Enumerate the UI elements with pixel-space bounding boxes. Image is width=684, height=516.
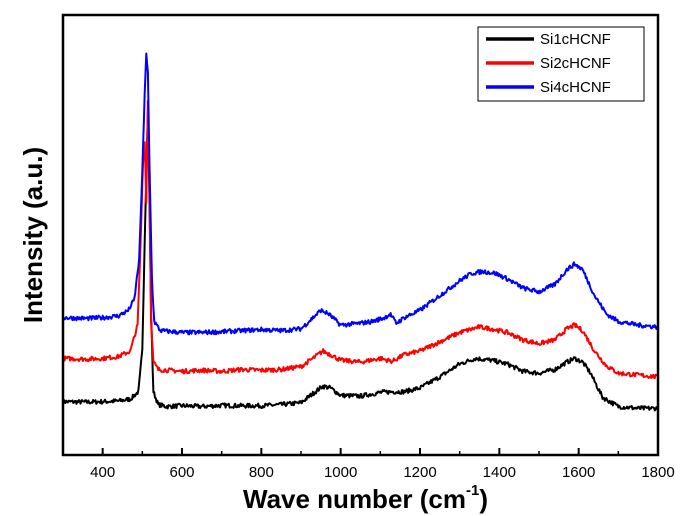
x-tick-label: 1600 xyxy=(562,464,595,481)
legend-label: Si4cHCNF xyxy=(540,79,611,96)
x-tick-label: 600 xyxy=(169,464,194,481)
legend: Si1cHCNF Si2cHCNF Si4cHCNF xyxy=(477,26,645,102)
x-tick-label: 400 xyxy=(90,464,115,481)
plot-area xyxy=(62,52,659,412)
x-tick-label: 1200 xyxy=(403,464,436,481)
x-axis-ticks: 400 600 800 1000 1200 1400 1600 1800 xyxy=(62,448,675,481)
x-axis-label-superscript: -1 xyxy=(466,482,479,499)
series-line-Si2cHCNF xyxy=(62,99,659,380)
legend-label: Si2cHCNF xyxy=(540,55,611,72)
x-tick-label: 800 xyxy=(249,464,274,481)
legend-label: Si1cHCNF xyxy=(540,31,611,48)
x-tick-label: 1800 xyxy=(641,464,674,481)
series-line-Si1cHCNF xyxy=(62,110,659,412)
x-axis-label-main: Wave number (cm xyxy=(243,484,466,514)
x-axis-label-close: ) xyxy=(479,484,488,514)
plot-frame xyxy=(61,13,660,457)
y-axis-label: Intensity (a.u.) xyxy=(18,147,48,323)
x-tick-label: 1400 xyxy=(483,464,516,481)
x-tick-label: 1000 xyxy=(324,464,357,481)
series-line-Si4cHCNF xyxy=(62,52,659,336)
x-axis-label: Wave number (cm-1) xyxy=(243,482,488,514)
